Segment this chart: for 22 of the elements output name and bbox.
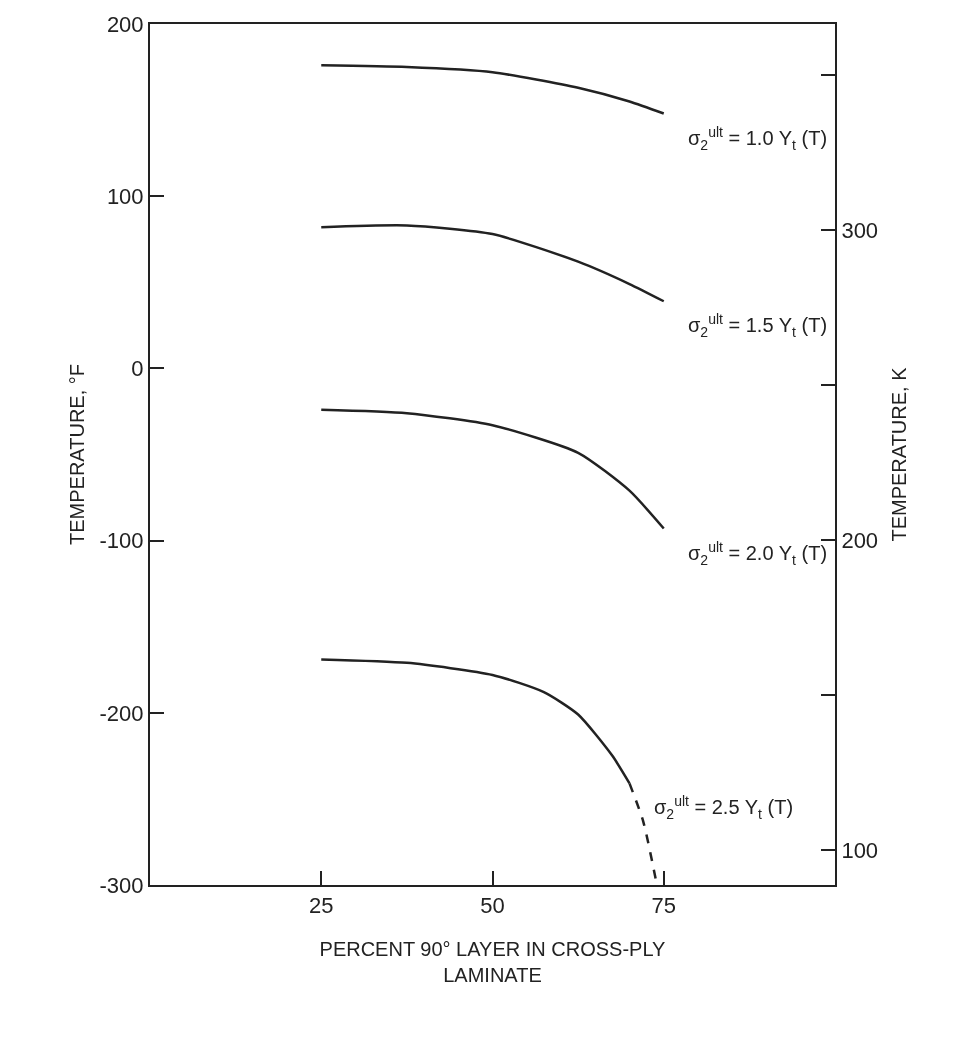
line-series [320, 408, 665, 530]
x-tick-label: 25 [309, 893, 334, 919]
y-tick-label: 100 [106, 183, 144, 209]
x-axis-title: PERCENT 90° LAYER IN CROSS-PLY LAMINATE [319, 938, 666, 987]
y-tick-label: -200 [99, 700, 144, 726]
y2-tick-label: 300 [841, 217, 879, 243]
line-series [320, 64, 665, 115]
series-label: σ$_{2}$$^{ult}$ = 1.5 Y$_{t}$ (T) [688, 311, 828, 340]
series-label: σ$_{2}$$^{ult}$ = 2.0 Y$_{t}$ (T) [688, 539, 828, 568]
y-axis-title: TEMPERATURE, °F [65, 364, 88, 545]
x-tick-label: 75 [651, 893, 676, 919]
series-label: σ$_{2}$$^{ult}$ = 1.0 Y$_{t}$ (T) [688, 124, 828, 153]
y-tick-label: -300 [99, 872, 144, 898]
line-series [320, 224, 665, 303]
y2-tick-label: 200 [841, 527, 879, 553]
y2-tick-label: 100 [841, 837, 879, 863]
y-tick-label: 200 [106, 11, 144, 37]
y-tick-label: -100 [99, 528, 144, 554]
x-tick-label: 50 [480, 893, 505, 919]
y2-axis-title: TEMPERATURE, K [888, 366, 911, 542]
y-tick-label: 0 [131, 356, 144, 382]
series-label: σ$_{2}$$^{ult}$ = 2.5 Y$_{t}$ (T) [654, 793, 794, 822]
